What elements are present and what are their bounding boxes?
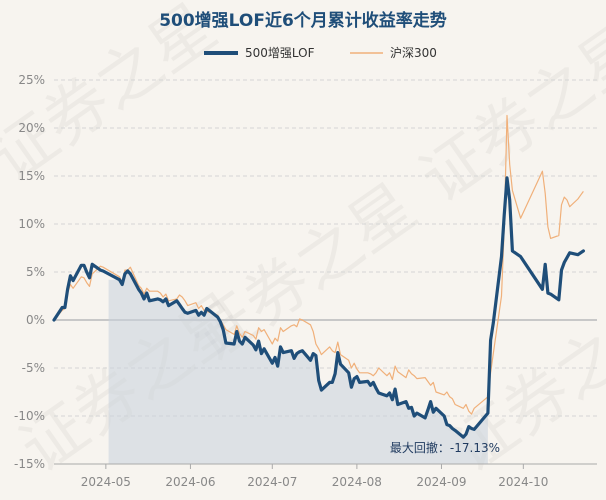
y-tick-label: 5% (26, 265, 45, 279)
y-tick-label: -10% (14, 409, 45, 423)
drawdown-label: 最大回撤：-17.13% (390, 440, 500, 455)
x-tick-label: 2024-06 (165, 475, 215, 489)
y-tick-label: 0% (26, 313, 45, 327)
x-tick-label: 2024-08 (332, 475, 382, 489)
y-tick-label: 10% (18, 217, 45, 231)
legend-label-fund: 500增强LOF (245, 46, 315, 60)
y-tick-label: -15% (14, 457, 45, 471)
chart-title: 500增强LOF近6个月累计收益率走势 (159, 10, 447, 31)
y-tick-label: 25% (18, 73, 45, 87)
x-tick-label: 2024-09 (416, 475, 466, 489)
legend-label-index: 沪深300 (390, 46, 437, 60)
x-tick-label: 2024-07 (247, 475, 297, 489)
y-tick-label: -5% (22, 361, 45, 375)
x-tick-label: 2024-05 (81, 475, 131, 489)
y-tick-label: 20% (18, 121, 45, 135)
y-tick-label: 15% (18, 169, 45, 183)
x-tick-label: 2024-10 (498, 475, 548, 489)
